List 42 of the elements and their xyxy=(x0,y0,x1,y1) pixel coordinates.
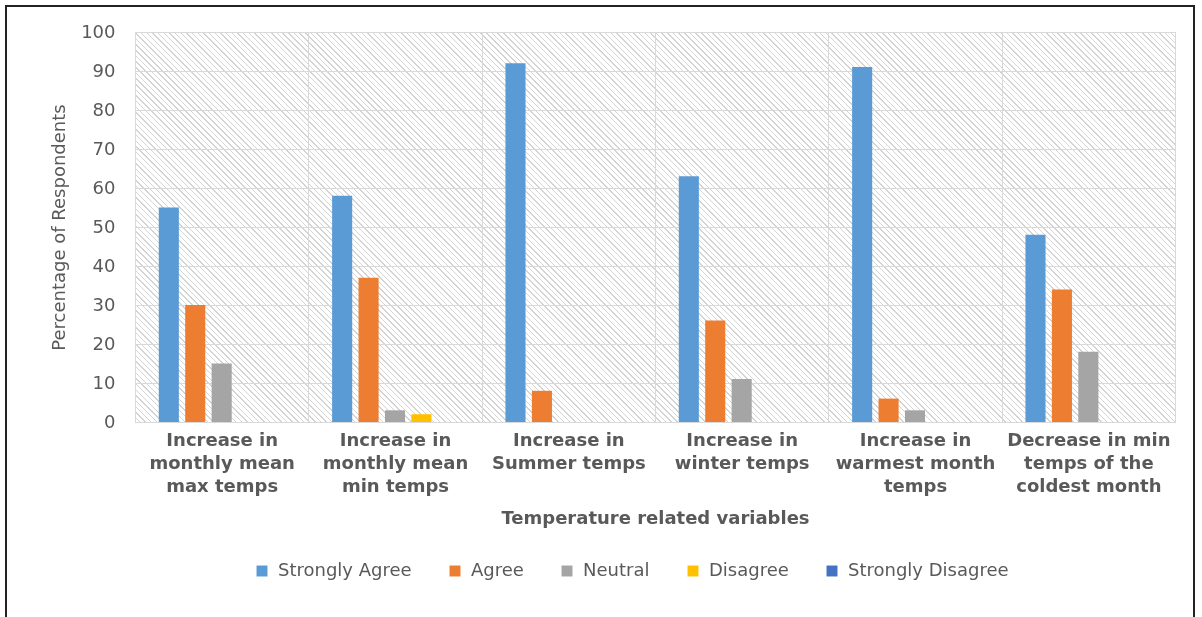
y-tick-label: 10 xyxy=(92,371,116,393)
bar xyxy=(505,63,526,422)
bar xyxy=(384,410,406,422)
y-tick-label: 40 xyxy=(92,254,116,276)
x-tick-label: Increase in Summer temps xyxy=(491,428,646,473)
x-tick-label: Increase in winter temps xyxy=(674,428,810,473)
bar xyxy=(185,305,206,422)
x-tick-label: Decrease in min temps of the coldest month xyxy=(1007,428,1171,496)
bar xyxy=(705,320,726,422)
x-tick-label: Increase in monthly mean max temps xyxy=(149,428,295,496)
legend-label: Neutral xyxy=(583,559,650,580)
y-tick-label: 100 xyxy=(81,20,116,42)
y-tick-label: 60 xyxy=(92,176,116,198)
bar xyxy=(531,390,552,422)
bar xyxy=(678,176,699,422)
y-axis-title: Percentage of Respondents xyxy=(48,104,70,351)
x-tick-label: Increase in monthly mean min temps xyxy=(322,428,469,496)
bar xyxy=(211,363,232,422)
bar xyxy=(332,195,353,422)
bar xyxy=(358,277,379,422)
bar xyxy=(878,398,899,422)
x-tick-label: Increase in warmest month temps xyxy=(835,428,996,496)
bar xyxy=(158,207,179,422)
bar xyxy=(1078,351,1099,422)
y-tick-label: 30 xyxy=(92,293,116,315)
bar xyxy=(904,410,926,422)
x-axis-title: Temperature related variables xyxy=(501,506,810,528)
y-tick-label: 70 xyxy=(92,137,116,159)
bar xyxy=(411,414,432,422)
legend-label: Strongly Disagree xyxy=(848,559,1009,580)
y-tick-label: 50 xyxy=(92,215,116,237)
bar xyxy=(1051,289,1072,422)
y-tick-label: 20 xyxy=(92,332,116,354)
bar xyxy=(852,67,873,422)
y-tick-label: 80 xyxy=(92,98,116,120)
legend-label: Disagree xyxy=(709,559,789,580)
bar xyxy=(731,379,752,422)
y-tick-label: 90 xyxy=(92,59,116,81)
legend-label: Agree xyxy=(471,559,524,580)
bar xyxy=(1025,234,1046,422)
y-tick-label: 0 xyxy=(104,410,116,432)
legend-label: Strongly Agree xyxy=(278,559,412,580)
